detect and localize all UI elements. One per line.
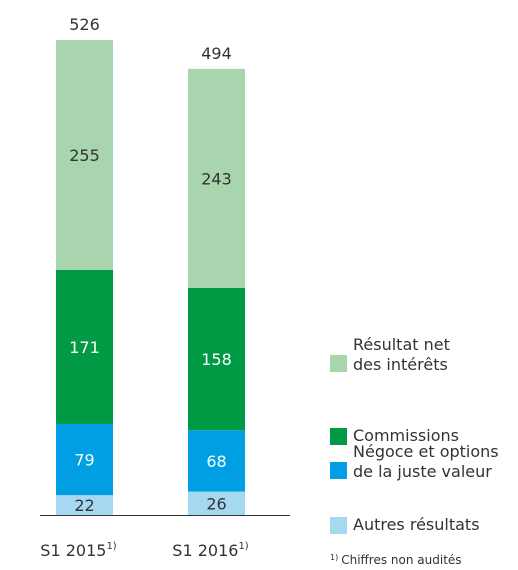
category-note: 1) bbox=[106, 541, 116, 552]
category: S1 2016 bbox=[172, 541, 238, 560]
footnote-marker: 1) bbox=[330, 553, 338, 562]
legend-swatch bbox=[330, 355, 347, 372]
x-tick-label: S1 20161) bbox=[172, 541, 249, 560]
legend-label: Commissions bbox=[353, 426, 459, 445]
bar-segment bbox=[188, 430, 245, 492]
bar-segment bbox=[56, 269, 113, 424]
data-label: 68 bbox=[206, 452, 226, 471]
bar-segment bbox=[188, 68, 245, 288]
footnote: 1) Chiffres non audités bbox=[330, 553, 462, 567]
category-note: 1) bbox=[238, 541, 248, 552]
legend-swatch bbox=[330, 462, 347, 479]
data-label: 26 bbox=[206, 494, 226, 513]
data-label: 171 bbox=[69, 338, 100, 357]
legend-label: Autres résultats bbox=[353, 515, 480, 534]
bar-segment bbox=[56, 40, 113, 270]
legend-swatch bbox=[330, 517, 347, 534]
footnote-text: Chiffres non audités bbox=[341, 553, 461, 567]
data-label: 243 bbox=[201, 169, 232, 188]
legend-label: Négoce et options de la juste valeur bbox=[353, 442, 499, 481]
data-label: 158 bbox=[201, 350, 232, 369]
total-label: 526 bbox=[69, 15, 100, 34]
legend-label: Résultat net des intérêts bbox=[353, 335, 450, 374]
category: S1 2015 bbox=[40, 541, 106, 560]
total-label: 494 bbox=[201, 44, 232, 63]
x-tick-label: S1 20151) bbox=[40, 541, 117, 560]
bar-segment bbox=[188, 491, 245, 515]
legend-swatch bbox=[330, 428, 347, 445]
data-label: 22 bbox=[74, 496, 94, 515]
bar-segment bbox=[56, 495, 113, 515]
bar-segment bbox=[56, 423, 113, 496]
data-label: 79 bbox=[74, 451, 94, 470]
bar-segment bbox=[188, 287, 245, 431]
data-label: 255 bbox=[69, 146, 100, 165]
